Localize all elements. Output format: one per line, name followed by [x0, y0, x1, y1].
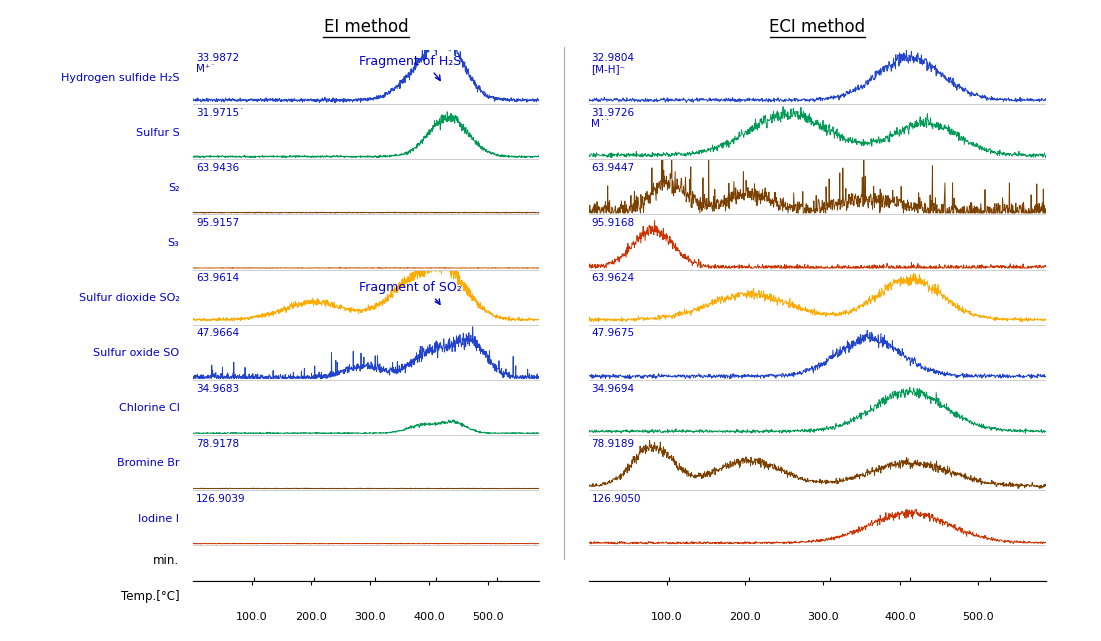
- Text: Bromine Br: Bromine Br: [117, 458, 179, 469]
- Text: 47.9675: 47.9675: [591, 328, 634, 338]
- Text: 126.9039: 126.9039: [196, 494, 246, 504]
- Text: 78.9189: 78.9189: [591, 438, 634, 449]
- Text: 47.9664: 47.9664: [196, 328, 239, 338]
- Text: 78.9178: 78.9178: [196, 438, 239, 449]
- Text: 31.9726
M˙˙: 31.9726 M˙˙: [591, 108, 634, 129]
- Text: 31.9715˙: 31.9715˙: [196, 108, 244, 118]
- Text: Sulfur oxide SO: Sulfur oxide SO: [94, 348, 179, 358]
- Text: Iodine I: Iodine I: [139, 513, 179, 524]
- Text: 63.9614: 63.9614: [196, 273, 239, 283]
- Text: EI method: EI method: [324, 18, 408, 36]
- Text: 95.9157: 95.9157: [196, 218, 239, 228]
- Text: 32.9804
[M-H]⁻: 32.9804 [M-H]⁻: [591, 53, 634, 74]
- Text: 95.9168: 95.9168: [591, 218, 634, 228]
- Text: min.: min.: [153, 554, 179, 567]
- Text: 33.9872
M⁺˙: 33.9872 M⁺˙: [196, 53, 239, 74]
- Text: Temp.[°C]: Temp.[°C]: [121, 590, 179, 603]
- Text: Sulfur S: Sulfur S: [135, 128, 179, 138]
- Text: 63.9436: 63.9436: [196, 163, 239, 173]
- Text: 63.9447: 63.9447: [591, 163, 634, 173]
- Text: S₃: S₃: [167, 238, 179, 248]
- Text: Chlorine Cl: Chlorine Cl: [119, 403, 179, 413]
- Text: ECI method: ECI method: [770, 18, 865, 36]
- Text: Fragment of H₂S: Fragment of H₂S: [359, 55, 461, 81]
- Text: Sulfur dioxide SO₂: Sulfur dioxide SO₂: [78, 293, 179, 303]
- Text: 34.9694: 34.9694: [591, 383, 634, 394]
- Text: Fragment of SO₂: Fragment of SO₂: [359, 281, 462, 304]
- Text: 63.9624: 63.9624: [591, 273, 634, 283]
- Text: 126.9050: 126.9050: [591, 494, 641, 504]
- Text: 34.9683: 34.9683: [196, 383, 239, 394]
- Text: S₂: S₂: [167, 183, 179, 193]
- Text: Hydrogen sulfide H₂S: Hydrogen sulfide H₂S: [61, 72, 179, 83]
